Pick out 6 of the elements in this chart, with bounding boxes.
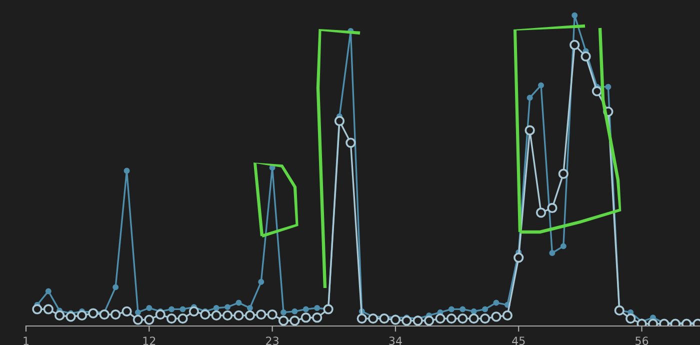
x-tick-label: 1 [24,336,29,345]
x-tick-label: 45 [512,336,525,345]
x-tick-label: 23 [266,336,278,345]
x-tick-label: 34 [389,336,402,345]
x-tick-label: 56 [636,336,648,345]
x-tick-label: 12 [143,336,156,345]
